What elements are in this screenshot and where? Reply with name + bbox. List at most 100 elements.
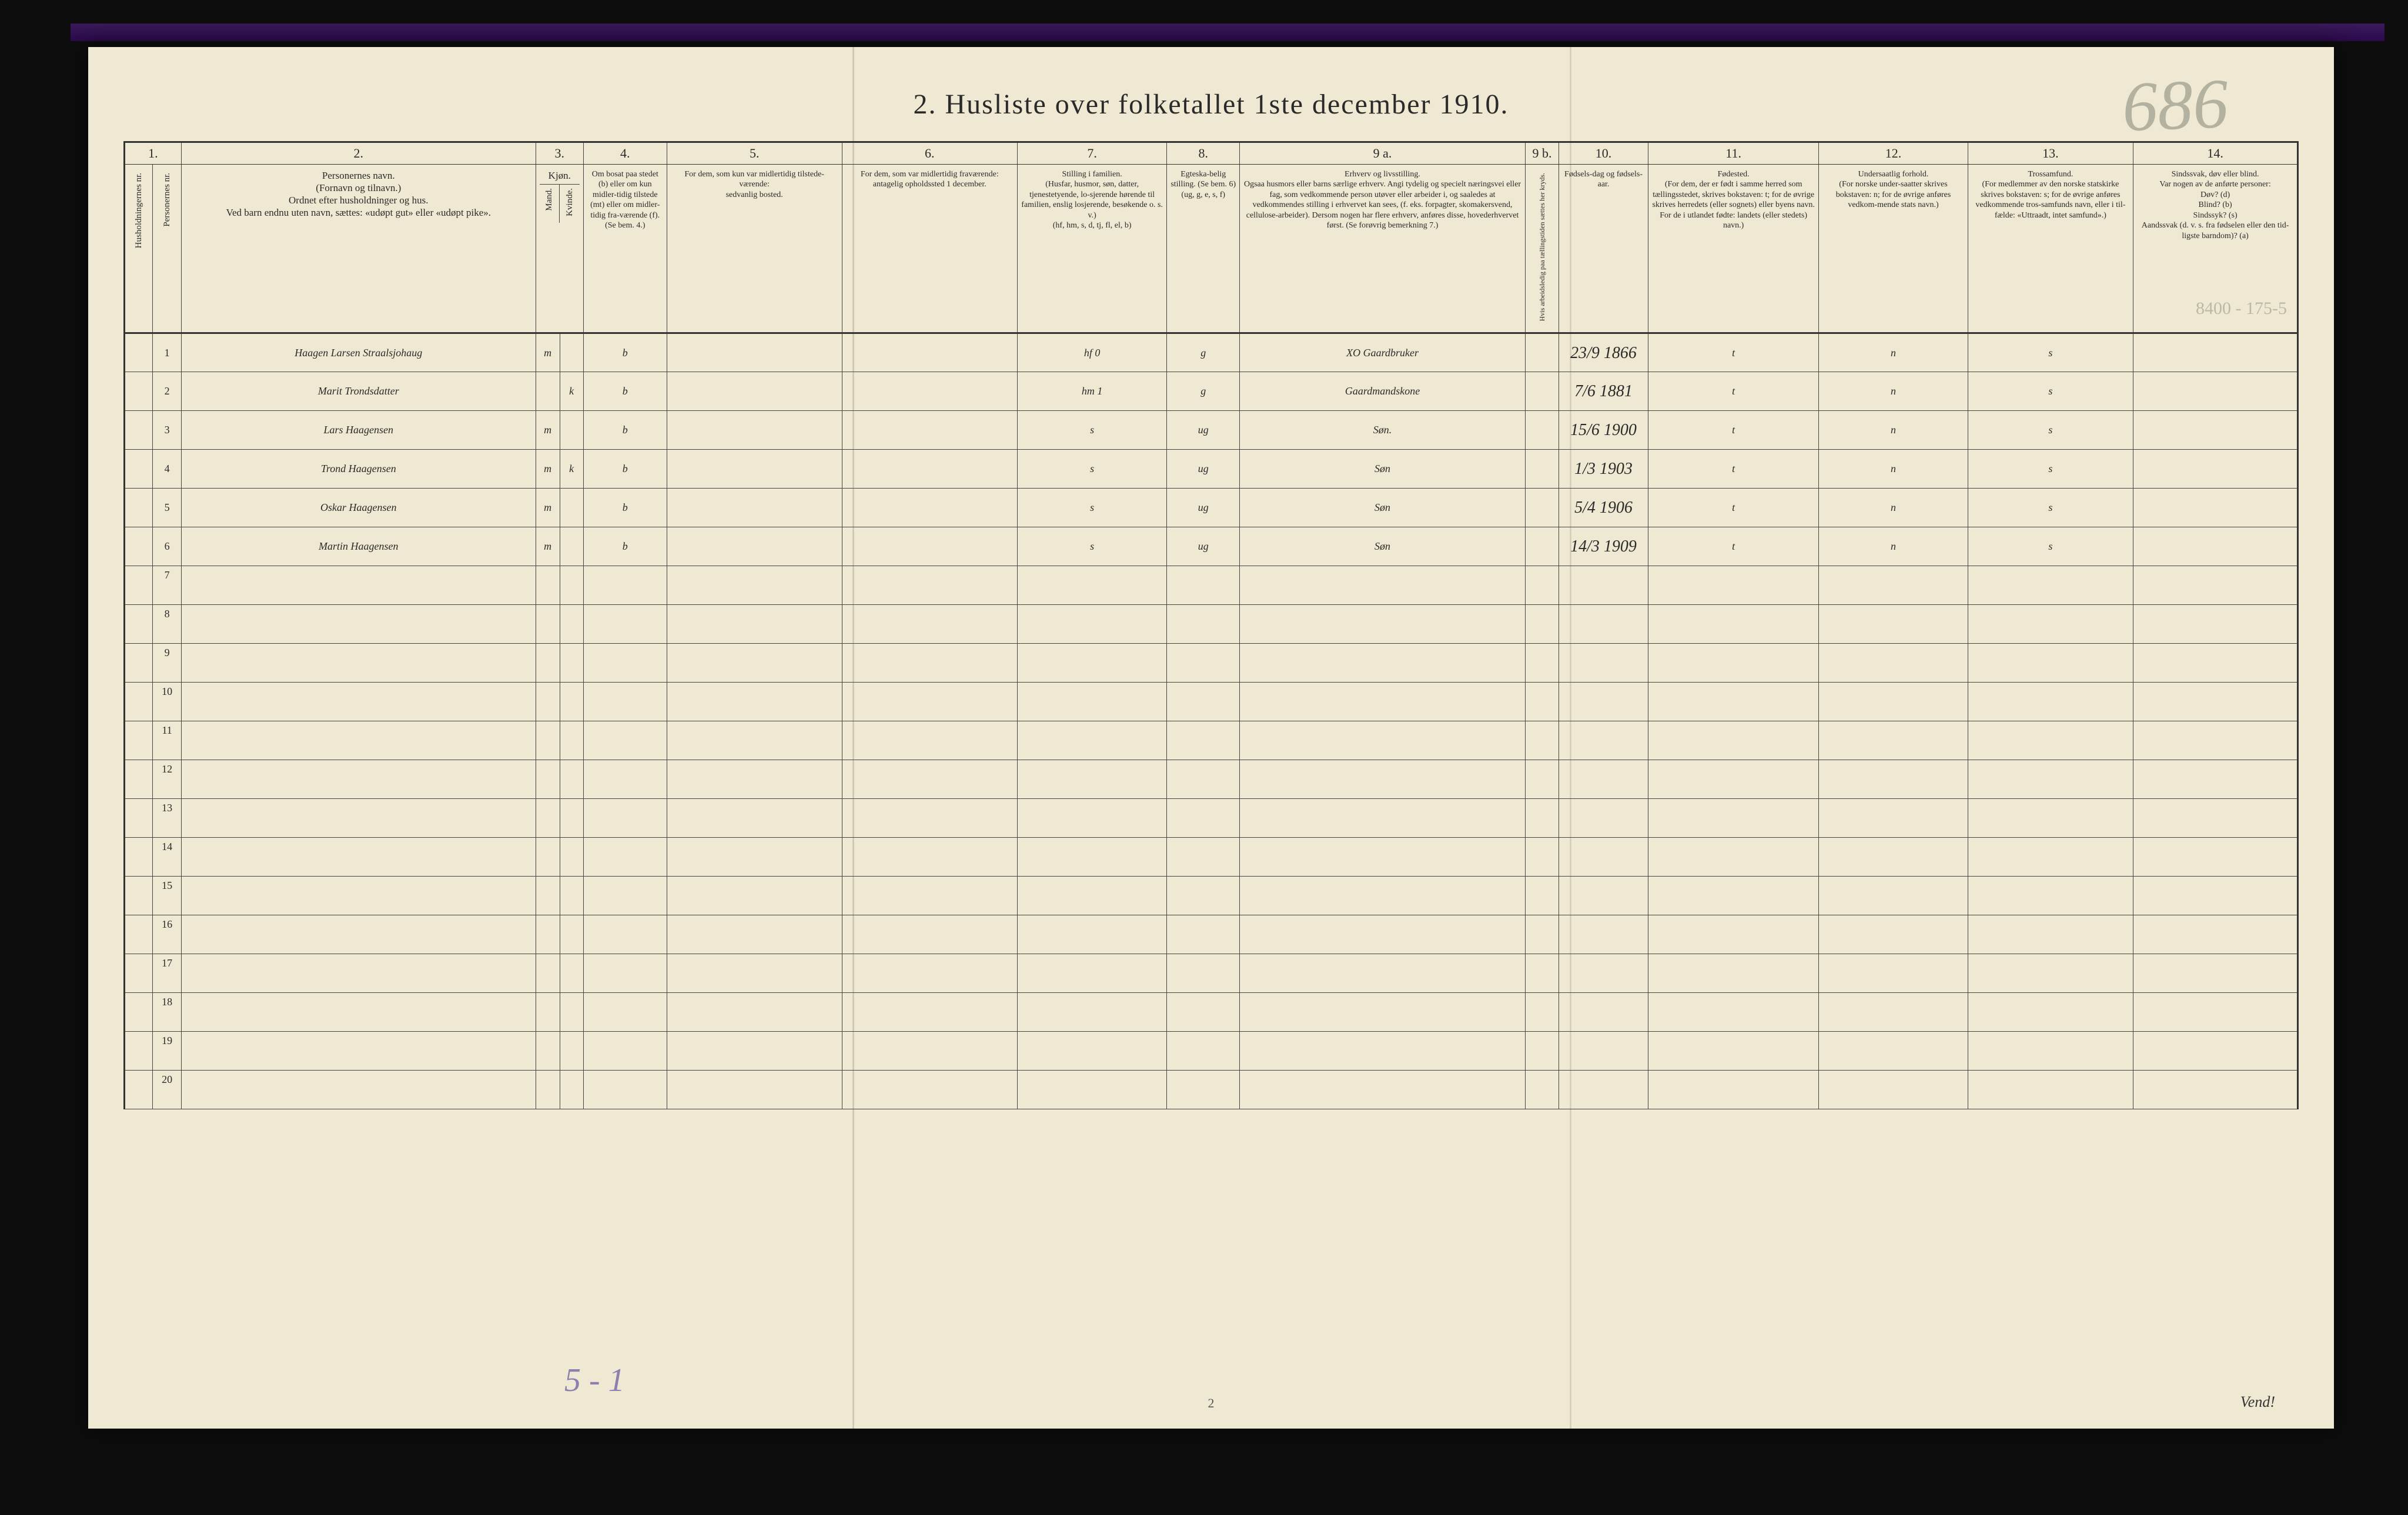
cell-empty [1819,721,1968,760]
cell-person-nr: 20 [153,1071,181,1109]
hdr-household-nr: Husholdningernes nr. [125,164,153,333]
cell-empty [1559,993,1648,1032]
cell-empty [181,760,536,799]
cell-unemployed [1525,411,1558,450]
cell-empty [1559,644,1648,683]
cell-empty [1559,1071,1648,1109]
cell-empty [1559,1032,1648,1071]
cell-empty [1240,954,1526,993]
table-row: 7 [125,566,2298,605]
cell-empty [1525,915,1558,954]
colnum-4: 4. [583,142,667,165]
cell-family-pos: hf 0 [1017,333,1166,372]
cell-empty [842,915,1017,954]
colnum-2: 2. [181,142,536,165]
cell-empty [560,605,583,644]
cell-person-nr: 19 [153,1032,181,1071]
cell-empty [2133,566,2298,605]
cell-empty [1819,954,1968,993]
table-row: 3Lars HaagensenmbsugSøn.15/6 1900tns [125,411,2298,450]
cell-empty [1017,566,1166,605]
turn-over-label: Vend! [2240,1393,2275,1411]
cell-empty [1559,838,1648,877]
cell-household-nr [125,760,153,799]
cell-empty [560,683,583,721]
cell-empty [181,721,536,760]
colnum-12: 12. [1819,142,1968,165]
cell-empty [1167,799,1240,838]
cell-person-nr: 14 [153,838,181,877]
cell-empty [181,915,536,954]
cell-empty [1525,644,1558,683]
cell-birthdate: 15/6 1900 [1559,411,1648,450]
cell-residence: b [583,372,667,411]
cell-empty [1017,915,1166,954]
cell-empty [1167,683,1240,721]
cell-person-nr: 3 [153,411,181,450]
cell-empty [1167,644,1240,683]
cell-empty [1968,993,2133,1032]
cell-empty [583,605,667,644]
cell-birthdate: 14/3 1909 [1559,527,1648,566]
cell-sex-k: k [560,372,583,411]
colnum-10: 10. [1559,142,1648,165]
table-row: 12 [125,760,2298,799]
cell-occupation: Søn [1240,527,1526,566]
cell-empty [667,683,842,721]
hdr-person-nr: Personernes nr. [153,164,181,333]
cell-birthplace: t [1648,411,1818,450]
cell-empty [1819,605,1968,644]
cell-household-nr [125,954,153,993]
cell-empty [583,1032,667,1071]
table-row: 19 [125,1032,2298,1071]
table-row: 1Haagen Larsen Straalsjohaugmbhf 0gXO Ga… [125,333,2298,372]
cell-sex-m: m [536,450,560,489]
cell-disability [2133,333,2298,372]
cell-household-nr [125,527,153,566]
cell-name: Trond Haagensen [181,450,536,489]
cell-temp-present [667,527,842,566]
cell-religion: s [1968,450,2133,489]
cell-empty [842,799,1017,838]
cell-temp-present [667,489,842,527]
cell-empty [842,877,1017,915]
cell-household-nr [125,993,153,1032]
cell-empty [1167,838,1240,877]
cell-empty [842,838,1017,877]
cell-empty [1167,954,1240,993]
table-row: 6Martin HaagensenmbsugSøn14/3 1909tns [125,527,2298,566]
cell-empty [1167,877,1240,915]
cell-empty [181,683,536,721]
cell-empty [536,605,560,644]
cell-empty [1968,838,2133,877]
cell-sex-m: m [536,411,560,450]
cell-empty [842,993,1017,1032]
cell-empty [1017,877,1166,915]
cell-household-nr [125,683,153,721]
cell-empty [536,877,560,915]
cell-empty [1559,760,1648,799]
table-row: 20 [125,1071,2298,1109]
cell-empty [1819,838,1968,877]
cell-empty [536,799,560,838]
cell-temp-present [667,372,842,411]
cell-empty [560,1071,583,1109]
cell-empty [2133,644,2298,683]
cell-person-nr: 18 [153,993,181,1032]
cell-empty [667,838,842,877]
cell-empty [1525,993,1558,1032]
cell-empty [667,993,842,1032]
cell-family-pos: s [1017,489,1166,527]
cell-family-pos: hm 1 [1017,372,1166,411]
cell-unemployed [1525,489,1558,527]
cell-empty [1240,683,1526,721]
cell-empty [1525,683,1558,721]
cell-empty [842,721,1017,760]
cell-person-nr: 5 [153,489,181,527]
cell-empty [560,993,583,1032]
hdr-family-pos: Stilling i familien. (Husfar, husmor, sø… [1017,164,1166,333]
census-form-page: 2. Husliste over folketallet 1ste decemb… [88,47,2334,1429]
cell-nationality: n [1819,411,1968,450]
cell-empty [1525,1071,1558,1109]
colnum-5: 5. [667,142,842,165]
